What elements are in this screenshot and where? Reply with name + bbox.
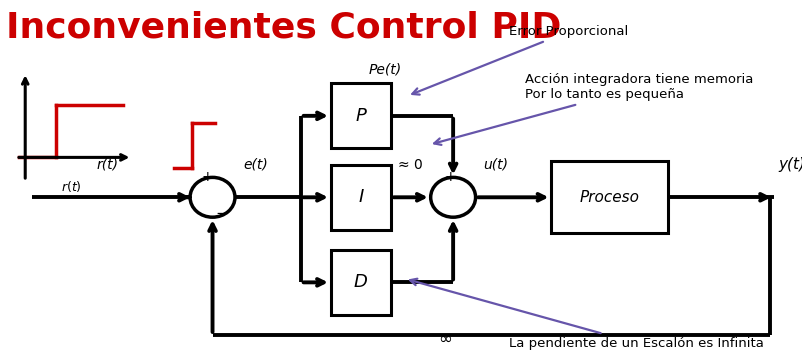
Bar	[331, 83, 391, 148]
Text: −: −	[216, 206, 229, 221]
Text: I: I	[358, 188, 363, 206]
Text: Error Proporcional: Error Proporcional	[412, 25, 629, 94]
Bar	[331, 250, 391, 315]
Text: +: +	[201, 171, 213, 184]
Text: D: D	[354, 273, 368, 291]
Text: r(t): r(t)	[96, 158, 118, 172]
Text: Acción integradora tiene memoria
Por lo tanto es pequeña: Acción integradora tiene memoria Por lo …	[434, 73, 754, 145]
Text: y(t): y(t)	[778, 157, 802, 172]
Text: Pe(t): Pe(t)	[369, 62, 402, 76]
Bar	[331, 165, 391, 230]
Text: Inconvenientes Control PID: Inconvenientes Control PID	[6, 11, 561, 45]
Text: e(t): e(t)	[243, 158, 268, 172]
Text: +: +	[445, 171, 456, 184]
Text: u(t): u(t)	[484, 158, 508, 172]
Text: Proceso: Proceso	[580, 190, 639, 205]
Text: La pendiente de un Escalón es Infinita: La pendiente de un Escalón es Infinita	[410, 279, 764, 350]
Text: $r(t)$: $r(t)$	[61, 178, 82, 194]
Text: P: P	[355, 107, 367, 125]
Text: ≈ 0: ≈ 0	[398, 158, 423, 172]
Bar	[552, 161, 667, 233]
Text: ∞: ∞	[438, 329, 452, 348]
